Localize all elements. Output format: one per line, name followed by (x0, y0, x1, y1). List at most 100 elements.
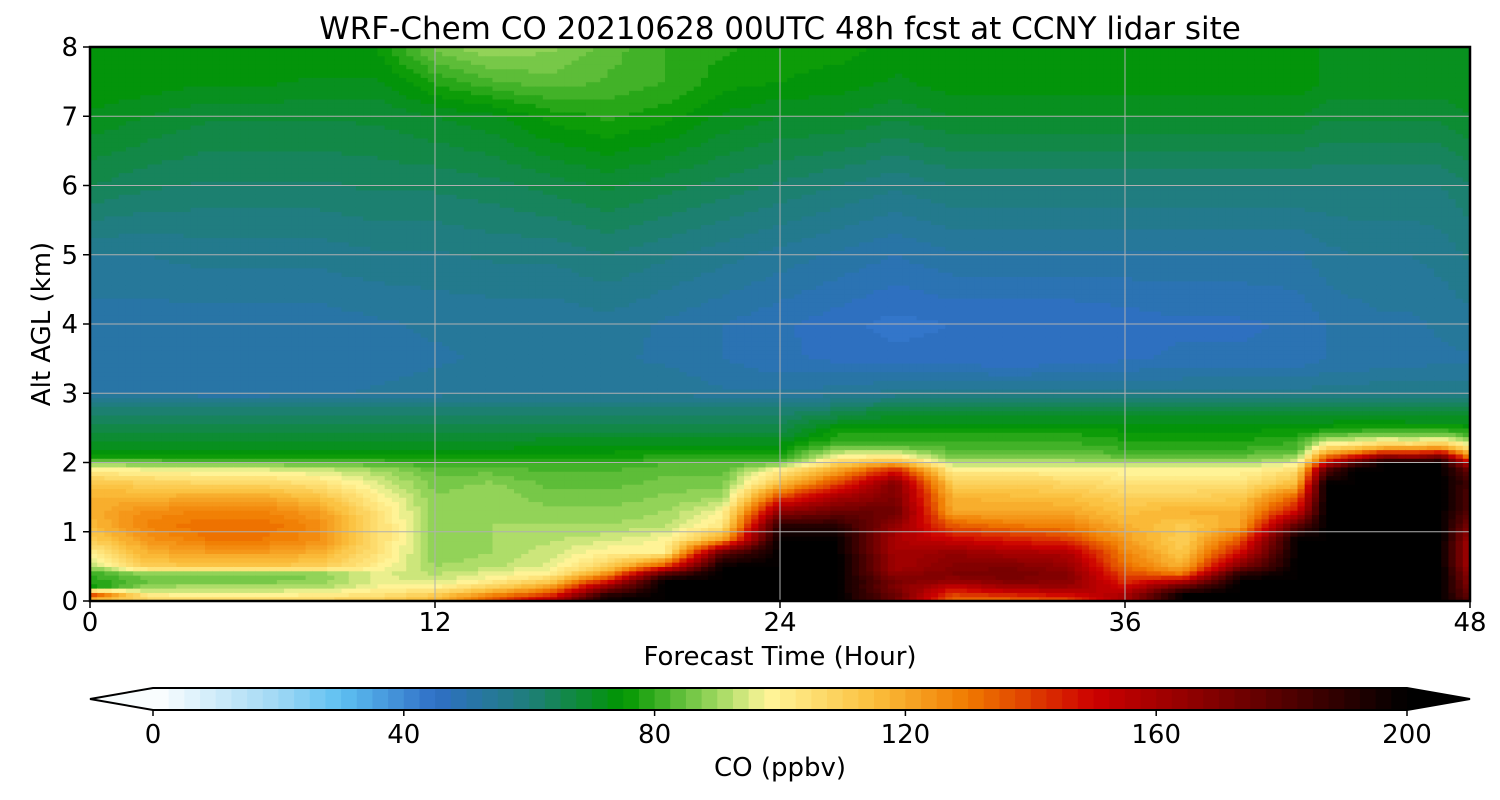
heatmap-cell (140, 224, 148, 229)
heatmap-cell (126, 207, 134, 212)
heatmap-cell (119, 198, 127, 203)
heatmap-cell (148, 376, 156, 381)
heatmap-cell (126, 506, 134, 511)
heatmap-cell (133, 220, 141, 225)
heatmap-cell (169, 138, 177, 143)
heatmap-cell (176, 419, 184, 424)
heatmap-cell (126, 108, 134, 113)
heatmap-cell (133, 90, 141, 95)
heatmap-cell (126, 138, 134, 143)
heatmap-cell (140, 376, 148, 381)
heatmap-cell (162, 450, 170, 455)
heatmap-cell (126, 536, 134, 541)
heatmap-cell (162, 255, 170, 260)
heatmap-cell (148, 151, 156, 156)
heatmap-cell (148, 302, 156, 307)
heatmap-cell (169, 69, 177, 74)
heatmap-cell (133, 553, 141, 558)
heatmap-cell (133, 571, 141, 576)
heatmap-cell (104, 298, 112, 303)
heatmap-cell (176, 69, 184, 74)
heatmap-cell (162, 246, 170, 251)
heatmap-cell (97, 385, 105, 390)
heatmap-cell (155, 211, 163, 216)
heatmap-cell (133, 428, 141, 433)
heatmap-cell (97, 376, 105, 381)
heatmap-cell (155, 224, 163, 229)
heatmap-cell (112, 346, 120, 351)
heatmap-cell (126, 445, 134, 450)
heatmap-cell (126, 190, 134, 195)
heatmap-cell (112, 324, 120, 329)
heatmap-cell (126, 488, 134, 493)
heatmap-cell (183, 337, 191, 342)
heatmap-cell (148, 155, 156, 160)
heatmap-cell (112, 372, 120, 377)
heatmap-cell (133, 237, 141, 242)
heatmap-cell (148, 198, 156, 203)
heatmap-cell (169, 147, 177, 152)
heatmap-cell (162, 566, 170, 571)
heatmap-cell (169, 501, 177, 506)
heatmap-cell (112, 294, 120, 299)
heatmap-cell (119, 255, 127, 260)
heatmap-cell (97, 198, 105, 203)
heatmap-cell (119, 566, 127, 571)
heatmap-cell (119, 441, 127, 446)
heatmap-cell (97, 121, 105, 126)
heatmap-cell (155, 108, 163, 113)
heatmap-cell (169, 233, 177, 238)
heatmap-cell (133, 302, 141, 307)
heatmap-cell (104, 393, 112, 398)
heatmap-cell (133, 246, 141, 251)
heatmap-cell (169, 514, 177, 519)
heatmap-cell (155, 69, 163, 74)
heatmap-cell (140, 237, 148, 242)
heatmap-cell (104, 168, 112, 173)
heatmap-cell (119, 514, 127, 519)
heatmap-cell (126, 151, 134, 156)
heatmap-cell (176, 480, 184, 485)
heatmap-cell (133, 450, 141, 455)
heatmap-cell (126, 198, 134, 203)
heatmap-cell (104, 428, 112, 433)
heatmap-cell (183, 536, 191, 541)
heatmap-cell (162, 121, 170, 126)
heatmap-cell (140, 592, 148, 597)
heatmap-cell (119, 315, 127, 320)
heatmap-cell (133, 173, 141, 178)
heatmap-cell (176, 164, 184, 169)
heatmap-cell (97, 82, 105, 87)
heatmap-cell (126, 545, 134, 550)
heatmap-cell (119, 173, 127, 178)
heatmap-cell (169, 471, 177, 476)
heatmap-cell (176, 147, 184, 152)
heatmap-cell (126, 540, 134, 545)
heatmap-cell (140, 307, 148, 312)
heatmap-cell (155, 467, 163, 472)
heatmap-cell (112, 441, 120, 446)
heatmap-cell (140, 220, 148, 225)
heatmap-cell (104, 441, 112, 446)
heatmap-cell (119, 398, 127, 403)
heatmap-cell (97, 506, 105, 511)
heatmap-cell (126, 90, 134, 95)
heatmap-cell (183, 406, 191, 411)
heatmap-cell (119, 536, 127, 541)
heatmap-cell (176, 289, 184, 294)
heatmap-cell (119, 285, 127, 290)
heatmap-cell (104, 553, 112, 558)
heatmap-cell (162, 333, 170, 338)
heatmap-cell (104, 519, 112, 524)
heatmap-cell (133, 108, 141, 113)
heatmap-cell (169, 354, 177, 359)
heatmap-cell (126, 233, 134, 238)
heatmap-cell (119, 540, 127, 545)
heatmap-cell (126, 164, 134, 169)
heatmap-cell (148, 60, 156, 65)
heatmap-cell (140, 402, 148, 407)
heatmap-cell (148, 99, 156, 104)
heatmap-cell (183, 424, 191, 429)
heatmap-cell (148, 147, 156, 152)
heatmap-cell (133, 125, 141, 130)
